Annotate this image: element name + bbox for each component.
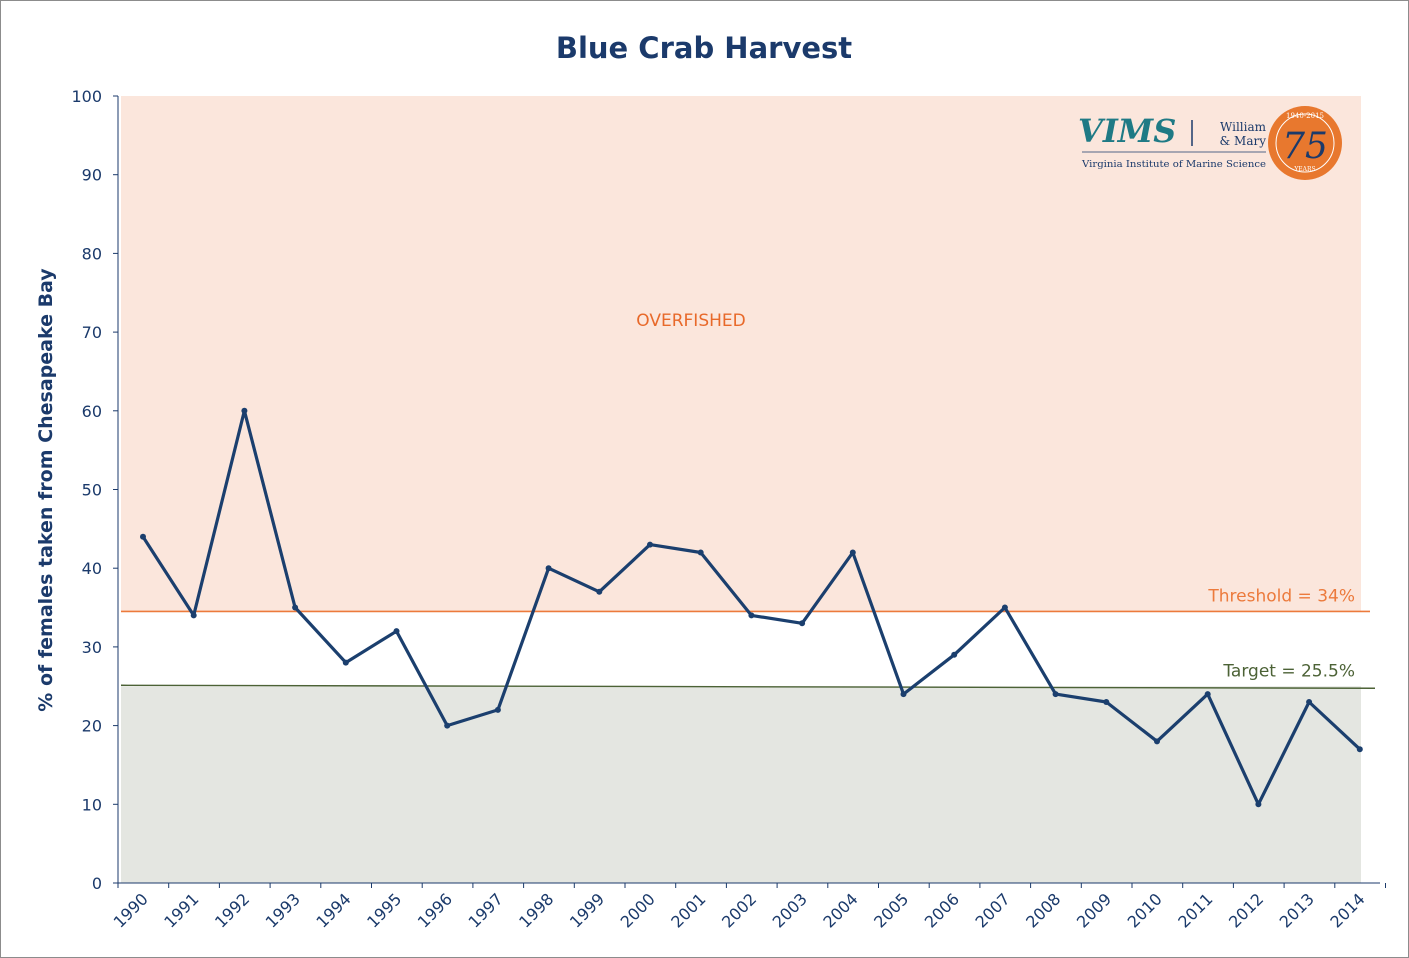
data-point <box>190 612 197 619</box>
data-point <box>241 407 248 414</box>
data-point <box>1255 801 1262 808</box>
data-point <box>1001 604 1008 611</box>
logo-partner-line1: William <box>1220 120 1267 134</box>
x-tick-label: 2011 <box>1174 889 1216 931</box>
data-point <box>748 612 755 619</box>
x-tick-label: 1995 <box>363 889 405 931</box>
y-tick-label: 0 <box>92 874 102 893</box>
x-tick-label: 1990 <box>110 889 152 931</box>
x-tick-label: 1999 <box>566 889 608 931</box>
data-point <box>342 659 349 666</box>
logo-subtitle: Virginia Institute of Marine Science <box>1081 160 1266 170</box>
x-tick-label: 2003 <box>769 889 811 931</box>
data-point <box>799 620 806 627</box>
x-tick-label: 2008 <box>1022 889 1064 931</box>
x-tick-label: 2009 <box>1073 889 1115 931</box>
anniversary-badge-number: 75 <box>1282 126 1328 167</box>
data-point <box>1103 698 1110 705</box>
anniversary-badge-years: 1940-2015 <box>1286 112 1324 120</box>
data-point <box>393 628 400 635</box>
y-tick-label: 60 <box>82 402 102 421</box>
y-tick-label: 50 <box>82 481 102 500</box>
data-point <box>697 549 704 556</box>
chart-zones <box>121 96 1361 883</box>
x-tick-label: 1993 <box>262 889 304 931</box>
data-point <box>292 604 299 611</box>
x-tick-label: 2004 <box>819 889 861 931</box>
y-tick-label: 90 <box>82 166 102 185</box>
x-tick-label: 2006 <box>921 889 963 931</box>
y-tick-label: 30 <box>82 638 102 657</box>
data-point <box>140 533 146 540</box>
x-tick-label: 2013 <box>1276 889 1318 931</box>
x-tick-label: 1996 <box>414 889 456 931</box>
threshold-label: Threshold = 34% <box>1207 586 1355 606</box>
overfished-zone <box>121 96 1361 612</box>
x-tick-label: 1992 <box>211 889 253 931</box>
x-tick-label: 2002 <box>718 889 760 931</box>
y-tick-label: 100 <box>71 87 102 106</box>
data-point <box>1356 746 1363 753</box>
anniversary-badge-ring <box>1275 113 1335 173</box>
x-tick-label: 1997 <box>465 889 507 931</box>
x-tick-label: 1994 <box>312 889 354 931</box>
overfished-zone-label: OVERFISHED <box>636 311 745 331</box>
data-point <box>900 691 907 698</box>
vims-logo: VIMS William & Mary Virginia Institute o… <box>1078 106 1342 180</box>
data-point <box>1204 691 1211 698</box>
data-point <box>596 588 603 595</box>
x-tick-label: 2014 <box>1326 889 1368 931</box>
x-tick-label: 2001 <box>667 889 709 931</box>
x-tick-label: 2000 <box>617 889 659 931</box>
data-series <box>140 407 1363 808</box>
y-tick-label: 70 <box>82 323 102 342</box>
data-point <box>444 722 451 729</box>
reference-lines <box>120 610 1376 689</box>
anniversary-badge <box>1268 106 1342 180</box>
data-point <box>1154 738 1160 745</box>
data-point <box>1306 698 1313 705</box>
x-tick-label: 2012 <box>1225 889 1267 931</box>
data-point <box>1052 691 1059 698</box>
x-tick-label: 2007 <box>972 889 1014 931</box>
y-axis-label: % of females taken from Chesapeake Bay <box>35 268 57 712</box>
logo-wordmark: VIMS <box>1078 112 1176 150</box>
x-tick-label: 1998 <box>515 889 557 931</box>
data-point <box>647 541 653 548</box>
y-tick-label: 80 <box>82 244 102 263</box>
target-zone <box>121 686 1361 883</box>
x-tick-label: 2010 <box>1124 889 1166 931</box>
chart-title: Blue Crab Harvest <box>556 31 852 65</box>
data-point <box>849 549 856 556</box>
y-tick-label: 40 <box>82 559 102 578</box>
y-tick-label: 10 <box>82 795 102 814</box>
data-point <box>545 565 552 572</box>
anniversary-badge-word: YEARS <box>1293 166 1315 173</box>
data-point <box>494 706 501 713</box>
target-line <box>120 684 1376 689</box>
target-label: Target = 25.5% <box>1222 661 1355 681</box>
data-point <box>951 651 958 658</box>
y-tick-label: 20 <box>82 717 102 736</box>
logo-partner-line2: & Mary <box>1220 134 1267 148</box>
x-tick-label: 2005 <box>870 889 912 931</box>
chart-labels: OVERFISHED Threshold = 34% Target = 25.5% <box>636 311 1355 681</box>
x-tick-label: 1991 <box>160 889 202 931</box>
